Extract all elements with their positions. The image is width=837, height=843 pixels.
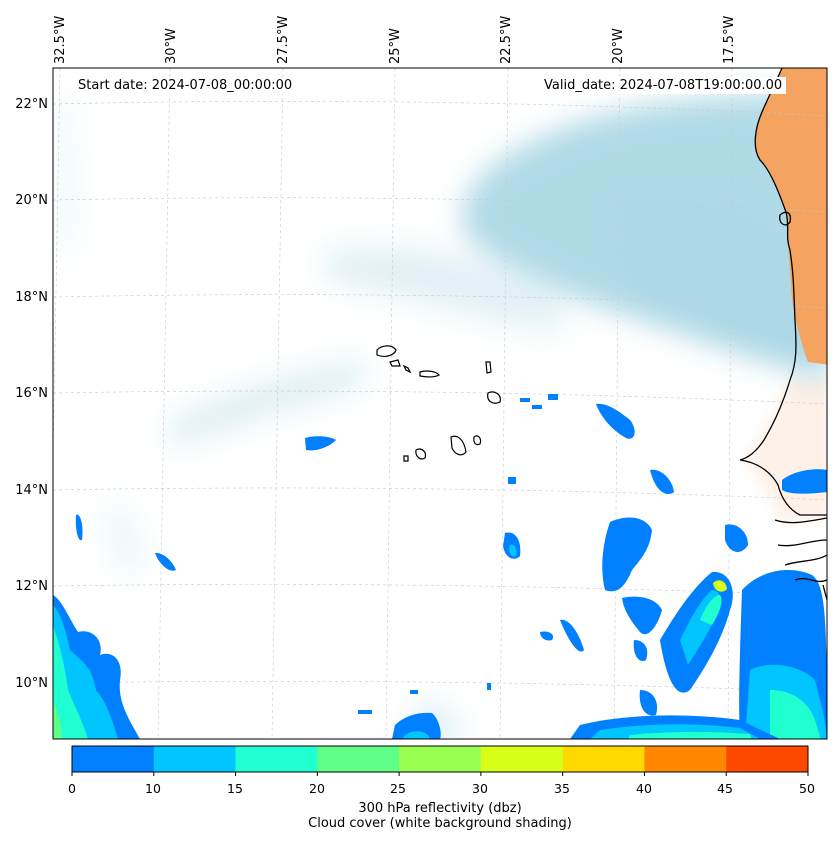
reflectivity-cell [53,625,88,739]
reflectivity-cell [639,690,658,716]
reflectivity-cell [633,640,648,662]
reflectivity-cell [770,690,820,739]
reflectivity-cell [540,631,554,641]
reflectivity-cell [725,524,748,552]
lon-label: 30°W [164,28,179,64]
colorbar [71,745,809,776]
reflectivity-cell [53,700,62,739]
colorbar-segment [726,746,809,772]
colorbar-tick-label: 50 [799,781,815,796]
colorbar-segment [644,746,727,772]
colorbar-segment [399,746,482,772]
reflectivity-cell [155,552,176,571]
reflectivity-cell [509,544,517,557]
colorbar-tick-label: 35 [554,781,570,796]
reflectivity-cell [358,710,372,714]
lat-label: 18°N [15,290,48,305]
graticule [53,68,827,739]
reflectivity-cell [520,398,530,402]
colorbar-title: 300 hPa reflectivity (dbz) Cloud cover (… [72,801,808,831]
colorbar-segment [72,746,155,772]
reflectivity-cell [75,514,83,541]
valid-date-label: Valid_date: 2024-07-08T19:00:00.00 [540,77,787,94]
reflectivity-cell [602,517,652,592]
reflectivity-cell [622,596,662,635]
reflectivity-cell [487,683,491,690]
lon-label: 22.5°W [499,15,514,64]
cape-verde-islands [376,345,501,462]
reflectivity-cell [713,580,727,592]
reflectivity-cell [782,469,827,494]
lat-label: 16°N [15,386,48,401]
colorbar-tick-label: 0 [68,781,76,796]
reflectivity-cell [650,469,674,495]
colorbar-tick-label: 15 [227,781,243,796]
lat-label: 14°N [15,483,48,498]
reflectivity-cell [596,403,635,439]
colorbar-segment [235,746,318,772]
colorbar-tick-label: 10 [145,781,161,796]
reflectivity-cell [532,405,542,409]
lon-label: 27.5°W [276,15,291,64]
lon-label: 20°W [611,28,626,64]
colorbar-label-line1: 300 hPa reflectivity (dbz) [358,801,522,816]
lon-label: 25°W [388,28,403,64]
reflectivity-cell [560,619,584,652]
reflectivity-shading [53,394,827,739]
colorbar-tick-label: 20 [309,781,325,796]
colorbar-frame [71,745,809,773]
start-date-label: Start date: 2024-07-08_00:00:00 [74,77,297,94]
reflectivity-cell [508,477,516,484]
lat-label: 22°N [15,97,48,112]
lat-label: 10°N [15,676,48,691]
colorbar-tick-label: 40 [636,781,652,796]
colorbar-tick-label: 45 [717,781,733,796]
colorbar-segment [480,746,564,772]
reflectivity-cell [628,731,752,739]
colorbar-tick-label: 25 [390,781,406,796]
cloud-cover-shading [58,90,827,739]
lon-label: 32.5°W [53,15,68,64]
colorbar-label-line2: Cloud cover (white background shading) [308,816,572,831]
colorbar-segment [562,746,645,772]
lon-label: 17.5°W [722,15,737,64]
coastline [739,68,827,601]
reflectivity-cell [305,436,336,451]
colorbar-segment [153,746,237,772]
reflectivity-cell [700,595,722,625]
map-area [53,68,827,739]
map-frame [52,67,828,740]
lat-label: 12°N [15,579,48,594]
lat-label: 20°N [15,193,48,208]
colorbar-tick-label: 30 [472,781,488,796]
reflectivity-cell [548,394,558,400]
reflectivity-cell [392,712,441,739]
colorbar-segment [317,746,400,772]
reflectivity-cell [410,690,418,694]
reflectivity-cell [402,731,430,739]
